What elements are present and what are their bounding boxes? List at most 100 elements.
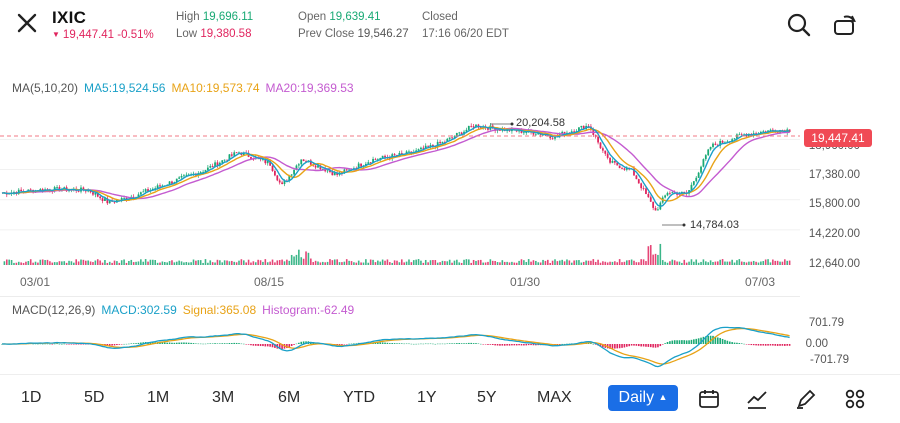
macd-chart[interactable] bbox=[0, 318, 800, 370]
volume-bar bbox=[654, 253, 657, 265]
volume-bar bbox=[604, 261, 607, 265]
interval-dropdown[interactable]: Daily ▲ bbox=[608, 385, 678, 411]
volume-bar bbox=[68, 260, 70, 265]
volume-bar bbox=[178, 260, 180, 265]
candle-body bbox=[96, 193, 99, 197]
histogram-bar bbox=[295, 343, 298, 345]
candle-body bbox=[293, 169, 295, 175]
histogram-bar bbox=[743, 343, 745, 345]
volume-bar bbox=[719, 259, 721, 265]
histogram-bar bbox=[487, 344, 489, 345]
histogram-bar bbox=[219, 343, 221, 344]
volume-bar bbox=[104, 260, 106, 265]
candle-body bbox=[211, 166, 214, 168]
histogram-bar bbox=[448, 343, 451, 344]
candle-body bbox=[369, 162, 372, 164]
volume-bar bbox=[231, 260, 233, 265]
histogram-bar bbox=[434, 343, 437, 345]
volume-bar bbox=[63, 261, 66, 265]
histogram-bar bbox=[726, 340, 729, 344]
tf-5d[interactable]: 5D bbox=[84, 389, 105, 406]
histogram-bar bbox=[56, 343, 58, 345]
histogram-bar bbox=[494, 344, 496, 346]
candle-body bbox=[230, 154, 233, 156]
candle-body bbox=[645, 188, 647, 195]
candle-body bbox=[542, 134, 544, 136]
candle-body bbox=[262, 159, 264, 160]
volume-bar bbox=[573, 260, 575, 265]
histogram-bar bbox=[592, 343, 595, 345]
price-chart[interactable] bbox=[0, 100, 900, 270]
histogram-bar bbox=[640, 344, 642, 347]
candle-body bbox=[455, 133, 458, 137]
candle-body bbox=[300, 159, 303, 165]
volume-bar bbox=[688, 261, 690, 265]
search-icon[interactable] bbox=[786, 12, 812, 38]
tf-1m[interactable]: 1M bbox=[147, 389, 170, 406]
grid-icon[interactable] bbox=[843, 387, 867, 411]
volume-bar bbox=[298, 249, 300, 265]
volume-bar bbox=[645, 261, 647, 265]
histogram-bar bbox=[748, 344, 750, 345]
histogram-bar bbox=[750, 344, 753, 346]
tf-5y[interactable]: 5Y bbox=[477, 389, 497, 406]
histogram-bar bbox=[190, 342, 192, 344]
histogram-bar bbox=[240, 343, 243, 345]
histogram-bar bbox=[693, 339, 695, 344]
calendar-icon[interactable] bbox=[697, 387, 721, 411]
volume-bar bbox=[566, 259, 568, 265]
draw-icon[interactable] bbox=[794, 387, 818, 411]
histogram-bar bbox=[216, 343, 219, 344]
candle-body bbox=[281, 182, 283, 185]
candle-body bbox=[692, 181, 695, 185]
candle-body bbox=[467, 125, 470, 130]
histogram-bar bbox=[226, 343, 228, 344]
candle-body bbox=[144, 189, 147, 192]
histogram-bar bbox=[73, 344, 75, 345]
candle-body bbox=[82, 187, 85, 191]
close-icon[interactable] bbox=[14, 10, 40, 36]
histogram-bar bbox=[393, 343, 396, 344]
histogram-bar bbox=[556, 344, 559, 345]
candle-body bbox=[99, 196, 102, 199]
macd-legend: MACD(12,26,9) MACD:302.59 Signal:365.08 His… bbox=[12, 303, 360, 317]
volume-bar bbox=[745, 262, 748, 265]
tf-1d[interactable]: 1D bbox=[21, 389, 42, 406]
tf-1y[interactable]: 1Y bbox=[417, 389, 437, 406]
candle-body bbox=[360, 163, 362, 167]
volume-bar bbox=[563, 261, 566, 265]
candle-body bbox=[214, 162, 216, 168]
volume-bar bbox=[621, 262, 623, 265]
candle-body bbox=[278, 180, 281, 183]
tf-6m[interactable]: 6M bbox=[278, 389, 301, 406]
volume-bar bbox=[357, 260, 360, 265]
volume-bar bbox=[635, 262, 638, 265]
histogram-bar bbox=[302, 341, 305, 344]
histogram-bar bbox=[262, 344, 264, 347]
volume-bar bbox=[415, 259, 417, 265]
histogram-bar bbox=[231, 343, 233, 344]
candle-body bbox=[223, 159, 226, 161]
indicator-icon[interactable] bbox=[745, 387, 769, 411]
volume-bar bbox=[681, 262, 683, 265]
rotate-icon[interactable] bbox=[832, 12, 858, 38]
tf-max[interactable]: MAX bbox=[537, 389, 572, 406]
volume-bar bbox=[39, 259, 42, 265]
tf-3m[interactable]: 3M bbox=[212, 389, 235, 406]
histogram-bar bbox=[391, 343, 394, 344]
histogram-bar bbox=[185, 342, 188, 344]
histogram-bar bbox=[135, 343, 137, 344]
histogram-bar bbox=[207, 343, 209, 345]
price-change: ▼ 19,447.41 -0.51% bbox=[52, 29, 154, 41]
histogram-bar bbox=[501, 344, 504, 346]
volume-bar bbox=[192, 259, 195, 265]
histogram-bar bbox=[374, 342, 377, 344]
histogram-bar bbox=[786, 344, 789, 346]
histogram-bar bbox=[288, 344, 291, 348]
volume-bar bbox=[185, 262, 188, 265]
tf-ytd[interactable]: YTD bbox=[343, 389, 375, 406]
histogram-bar bbox=[637, 344, 640, 347]
ma20-value: MA20:19,369.53 bbox=[265, 81, 354, 95]
candle-body bbox=[364, 163, 367, 166]
volume-bar bbox=[649, 245, 652, 265]
